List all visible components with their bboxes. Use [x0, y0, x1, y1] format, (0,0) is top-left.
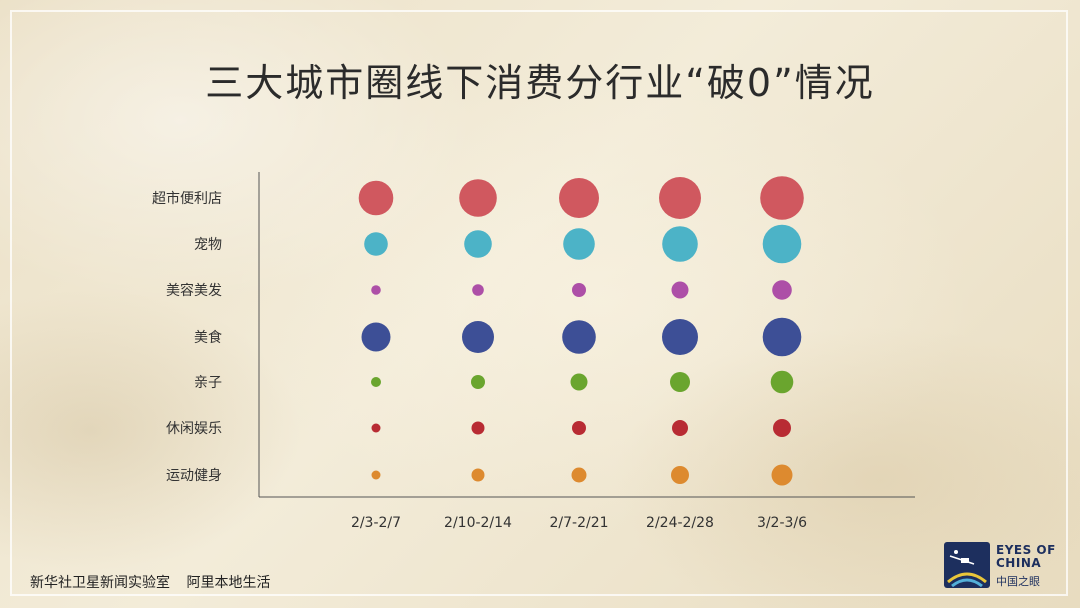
bubble — [559, 178, 599, 218]
bubble — [563, 228, 595, 260]
bubble — [671, 281, 689, 299]
bubble — [371, 377, 381, 387]
bubble — [770, 370, 794, 394]
bubble — [670, 372, 690, 392]
y-tick-label: 运动健身 — [166, 468, 222, 484]
eyes-of-china-logo-icon — [944, 542, 990, 588]
bubble — [662, 226, 698, 262]
bubble — [371, 423, 381, 433]
bubble — [562, 320, 596, 354]
y-tick-label: 宠物 — [194, 237, 222, 253]
bubble — [459, 179, 497, 217]
logo-text: EYES OF CHINA — [996, 544, 1056, 570]
bubble — [571, 467, 587, 483]
bubble — [662, 319, 698, 355]
bubble — [672, 420, 688, 436]
bubble — [659, 177, 701, 219]
y-tick-label: 超市便利店 — [152, 190, 222, 207]
bubble — [371, 470, 381, 480]
bubbles-group — [358, 176, 804, 486]
bubble — [773, 419, 791, 437]
logo-text-line2: CHINA — [996, 556, 1042, 570]
bubble — [471, 375, 485, 389]
bubble — [762, 224, 802, 264]
bubble — [471, 468, 485, 482]
y-tick-label: 休闲娱乐 — [166, 421, 222, 437]
bubble — [361, 322, 391, 352]
bubble — [371, 285, 381, 295]
bubble — [462, 321, 494, 353]
source-item: 阿里本地生活 — [186, 575, 271, 591]
bubble — [762, 317, 802, 357]
border-frame — [10, 10, 1068, 596]
bubble — [572, 283, 586, 297]
logo-text-cn: 中国之眼 — [996, 575, 1040, 588]
chart-title: 三大城市圈线下消费分行业“破0”情况 — [205, 61, 875, 105]
bubble — [472, 284, 484, 296]
x-tick-label: 2/7-2/21 — [549, 515, 608, 531]
bubble — [760, 176, 804, 220]
bubble — [364, 232, 388, 256]
logo-text-line1: EYES OF — [996, 543, 1056, 557]
bubble — [572, 421, 586, 435]
x-tick-labels: 2/3-2/7 2/10-2/14 2/7-2/21 2/24-2/28 3/2-3/6 — [351, 515, 807, 531]
y-tick-label: 亲子 — [194, 375, 222, 391]
x-tick-label: 2/10-2/14 — [444, 515, 512, 531]
source-line: 新华社卫星新闻实验室 阿里本地生活 — [30, 572, 282, 592]
x-tick-label: 3/2-3/6 — [757, 515, 807, 531]
bubble — [464, 230, 492, 258]
x-tick-label: 2/24-2/28 — [646, 515, 714, 531]
source-item: 新华社卫星新闻实验室 — [30, 575, 170, 591]
bubble — [471, 421, 485, 435]
bubble — [671, 466, 689, 484]
logo: EYES OF CHINA 中国之眼 — [944, 540, 1070, 592]
y-tick-label: 美食 — [194, 329, 222, 346]
bubble — [358, 180, 394, 216]
bubble — [570, 373, 588, 391]
y-tick-label: 美容美发 — [166, 282, 222, 299]
bubble — [771, 464, 793, 486]
x-tick-label: 2/3-2/7 — [351, 515, 401, 531]
bubble — [772, 280, 792, 300]
